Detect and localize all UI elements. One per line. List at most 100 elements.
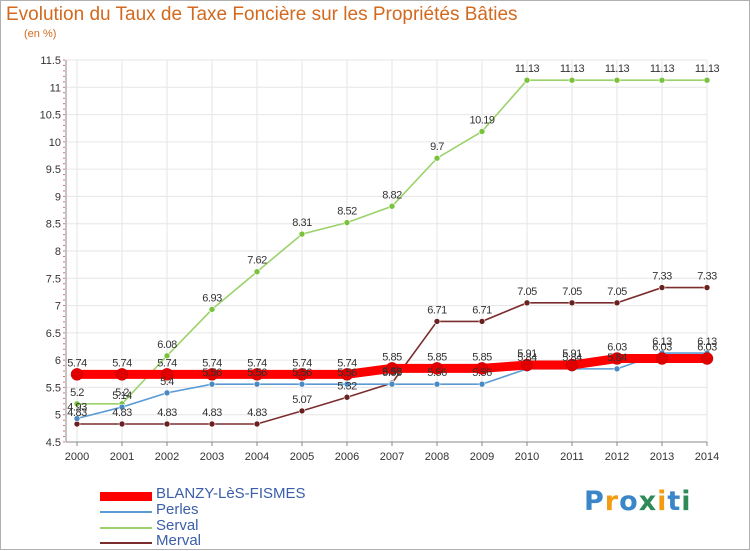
data-label-blanzy: 5.74 [247,357,267,369]
data-point-blanzy [610,352,624,365]
legend-swatch-merval [100,542,152,544]
data-point-serval [163,352,171,360]
data-label-perles: 6.13 [697,336,717,348]
data-point-perles [73,415,81,422]
data-label-merval: 5.32 [337,380,357,392]
data-label-perles: 5.56 [292,367,312,379]
data-point-serval [523,76,531,84]
data-point-serval [73,400,81,408]
data-label-blanzy: 5.74 [67,357,87,369]
data-point-perles [433,380,441,388]
unit-label: (en %) [24,28,57,40]
data-point-perles [118,403,126,411]
data-label-merval: 4.83 [112,407,132,419]
data-point-merval [433,318,441,325]
legend-swatch-serval [100,527,152,529]
data-label-merval: 5.58 [382,366,402,378]
logo-letter: t [667,486,682,517]
data-point-blanzy [115,368,129,381]
data-point-merval [208,420,216,428]
data-point-blanzy [340,368,354,381]
x-tick-label: 2011 [560,451,584,463]
logo-letter: x [638,486,658,517]
data-label-blanzy: 5.74 [337,357,357,369]
y-tick-label: 6 [55,355,61,367]
data-label-blanzy: 5.85 [382,351,402,363]
data-label-blanzy: 5.85 [472,351,492,363]
data-point-perles [343,380,351,388]
data-label-perles: 5.56 [382,367,402,379]
x-tick-label: 2003 [200,451,224,463]
data-point-merval [613,299,621,307]
data-label-blanzy: 5.91 [562,348,582,360]
data-label-perles: 5.56 [247,367,267,379]
data-point-serval [703,76,711,84]
data-label-merval: 6.71 [427,304,447,316]
proxiti-logo: Proxiti [584,486,692,517]
data-point-perles [388,380,396,388]
data-point-merval [523,299,531,307]
data-label-serval: 5.2 [115,387,129,399]
x-tick-label: 2014 [695,451,719,463]
logo-letter: i [681,486,692,517]
y-tick-label: 8 [55,246,61,258]
data-label-perles: 5.84 [607,352,627,364]
data-point-serval [433,154,441,162]
data-label-blanzy: 6.03 [652,342,672,354]
data-label-merval: 4.83 [202,407,222,419]
data-label-perles: 5.84 [562,352,582,364]
data-point-perles [298,380,306,388]
data-label-merval: 7.05 [517,286,537,298]
data-label-serval: 7.62 [247,255,267,267]
y-tick-label: 10.5 [40,110,61,122]
data-point-blanzy [565,358,579,372]
y-tick-label: 4.5 [46,437,61,449]
data-point-merval [73,420,81,428]
data-point-serval [568,76,576,84]
y-tick-label: 10 [49,137,61,149]
x-tick-label: 2005 [290,451,314,463]
x-tick-label: 2009 [470,451,494,463]
legend-label-merval: Merval [156,532,202,549]
data-point-blanzy [430,362,444,375]
data-label-serval: 6.93 [202,292,222,304]
data-label-perles: 5.56 [472,367,492,379]
legend-label-perles: Perles [156,501,199,518]
data-label-blanzy: 6.03 [607,342,627,354]
data-point-merval [343,393,351,401]
y-tick-label: 9.5 [46,164,61,176]
data-label-perles: 5.4 [160,376,174,388]
data-label-serval: 9.7 [430,141,444,153]
x-tick-label: 2010 [515,451,539,463]
data-point-serval [298,230,306,238]
data-point-blanzy [475,362,489,375]
data-label-serval: 11.13 [650,63,675,75]
y-tick-label: 7 [55,301,61,313]
data-point-merval [118,420,126,428]
data-label-perles: 6.13 [652,336,672,348]
data-label-serval: 8.31 [292,217,312,229]
data-point-merval [163,420,171,428]
data-label-blanzy: 5.74 [292,357,312,369]
logo-letter: o [619,486,639,517]
data-point-merval [703,284,711,291]
legend-swatch-perles [100,511,152,513]
data-label-perles: 5.14 [112,390,132,402]
y-tick-label: 6.5 [46,328,61,340]
x-tick-label: 2001 [110,451,134,463]
y-tick-label: 7.5 [46,273,61,285]
y-tick-label: 8.5 [46,219,61,231]
legend-label-serval: Serval [156,517,199,534]
x-tick-label: 2006 [335,451,359,463]
data-point-blanzy [385,362,399,375]
data-point-blanzy [655,352,669,365]
data-point-serval [658,76,666,84]
legend-swatch-blanzy [100,492,152,501]
data-point-merval [658,284,666,291]
data-label-merval: 7.33 [652,271,672,283]
data-point-blanzy [295,368,309,381]
data-point-perles [163,389,171,397]
data-label-blanzy: 6.03 [697,342,717,354]
x-tick-label: 2002 [155,451,179,463]
data-label-merval: 4.83 [67,407,87,419]
